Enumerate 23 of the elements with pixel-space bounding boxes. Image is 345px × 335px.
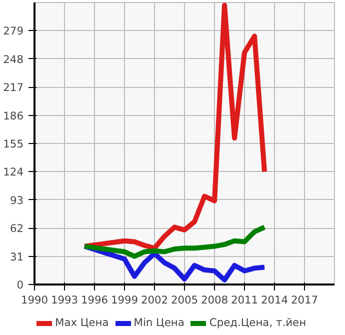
legend-label: Сред.Цена, т.йен	[209, 316, 306, 330]
y-tick-label: 279	[3, 24, 24, 38]
y-tick-label: 93	[10, 194, 24, 207]
y-tick-label: 31	[10, 250, 24, 264]
y-tick-label: 217	[3, 81, 24, 94]
x-tick-label: 2005	[170, 294, 198, 306]
x-tick-label: 2011	[230, 294, 258, 306]
x-tick-label: 1993	[50, 294, 78, 306]
y-tick-label: 186	[3, 109, 24, 122]
x-tick-label: 2014	[260, 294, 288, 306]
x-tick-label: 2017	[290, 294, 318, 306]
y-tick-label: 0	[16, 278, 24, 292]
x-tick-label: 2002	[140, 294, 168, 306]
x-tick-label: 1990	[20, 294, 48, 306]
x-tick-label: 1999	[110, 294, 138, 306]
x-tick-label: 2008	[200, 294, 228, 306]
legend-label: Max Цена	[55, 316, 109, 330]
y-tick-label: 248	[3, 52, 24, 66]
y-tick-label: 155	[3, 138, 24, 150]
y-tick-label: 124	[3, 166, 24, 179]
legend-label: Min Цена	[134, 316, 184, 330]
y-tick-label: 62	[10, 222, 24, 236]
x-tick-label: 1996	[80, 294, 108, 306]
